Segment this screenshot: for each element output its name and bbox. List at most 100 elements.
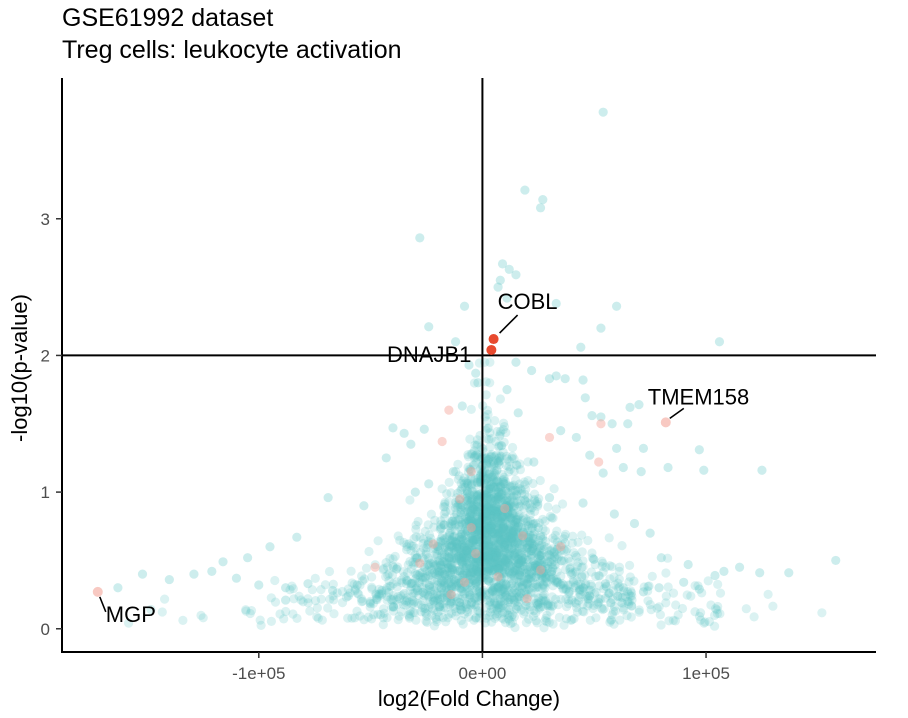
data-point (485, 468, 495, 478)
data-point (455, 567, 465, 577)
data-point (513, 521, 523, 531)
data-point (439, 570, 449, 580)
data-point (485, 494, 496, 504)
data-point (471, 558, 481, 568)
data-point (404, 539, 414, 549)
data-point (476, 551, 486, 562)
data-point (514, 510, 524, 520)
data-point (419, 424, 429, 434)
data-point (485, 597, 495, 607)
data-point (460, 482, 470, 492)
data-point (607, 419, 617, 429)
data-point (490, 552, 500, 562)
data-point (391, 595, 401, 605)
data-point (207, 566, 217, 576)
data-point (489, 551, 499, 561)
data-point (550, 535, 560, 545)
data-point (534, 543, 544, 553)
data-point (565, 580, 575, 590)
data-point (450, 531, 460, 542)
data-point (327, 585, 338, 596)
data-point (270, 575, 280, 586)
data-point (493, 609, 503, 619)
data-point (374, 589, 384, 599)
data-point (439, 549, 449, 559)
data-point (484, 469, 494, 479)
data-point (485, 458, 495, 468)
data-point (492, 549, 502, 559)
data-point (382, 562, 393, 572)
data-point (524, 530, 535, 540)
data-point (501, 451, 511, 461)
data-point (585, 591, 595, 601)
data-point (506, 570, 516, 580)
data-point (526, 551, 536, 561)
data-point (438, 557, 448, 567)
x-tick-label: -1e+05 (232, 664, 285, 683)
data-point (583, 535, 593, 546)
data-point (486, 451, 496, 461)
data-point (504, 531, 514, 542)
data-point (532, 618, 542, 628)
data-point (562, 602, 572, 612)
data-point (365, 598, 375, 608)
data-point (515, 484, 525, 494)
data-point (487, 536, 497, 546)
data-point (559, 556, 569, 566)
data-point (487, 519, 497, 530)
data-point (571, 550, 581, 561)
data-point (458, 515, 468, 525)
data-point (534, 494, 544, 504)
data-point (489, 548, 499, 558)
data-point (415, 568, 425, 578)
data-point (484, 484, 494, 494)
data-point (505, 610, 515, 621)
data-point (489, 505, 500, 515)
data-point (443, 613, 453, 623)
data-point (565, 567, 576, 577)
data-point (712, 608, 723, 619)
data-point (424, 581, 434, 591)
data-point (420, 603, 430, 613)
data-point (520, 553, 530, 564)
data-point (456, 583, 466, 593)
data-point (604, 588, 614, 598)
data-point (491, 436, 501, 446)
data-point (520, 523, 530, 534)
data-point (316, 585, 326, 595)
data-point (508, 492, 518, 502)
data-point (473, 554, 483, 564)
data-point (383, 570, 393, 580)
data-point (492, 513, 502, 523)
data-point (457, 540, 468, 551)
data-point (763, 589, 773, 600)
data-point (483, 409, 493, 419)
data-point (499, 596, 510, 606)
gene-label-cobl: COBL (498, 289, 558, 314)
data-point (600, 579, 611, 589)
data-point (279, 614, 289, 624)
data-point (437, 575, 447, 585)
data-point (347, 613, 357, 623)
data-point (469, 504, 479, 514)
data-point (548, 573, 558, 583)
data-point (504, 524, 514, 534)
data-point (446, 594, 456, 604)
data-point (755, 568, 765, 578)
data-point (462, 573, 472, 583)
data-point (664, 616, 674, 626)
data-point (523, 493, 533, 503)
data-point (382, 583, 392, 593)
highlight-point-faint (493, 572, 503, 582)
data-point (456, 539, 466, 549)
data-point (485, 564, 495, 574)
data-point (493, 582, 503, 592)
data-point (523, 521, 534, 531)
data-point (516, 522, 527, 532)
data-point (444, 571, 454, 582)
data-point (487, 496, 497, 507)
data-point (462, 546, 472, 556)
data-point (533, 582, 543, 592)
data-point (552, 526, 562, 536)
data-point (368, 598, 378, 609)
